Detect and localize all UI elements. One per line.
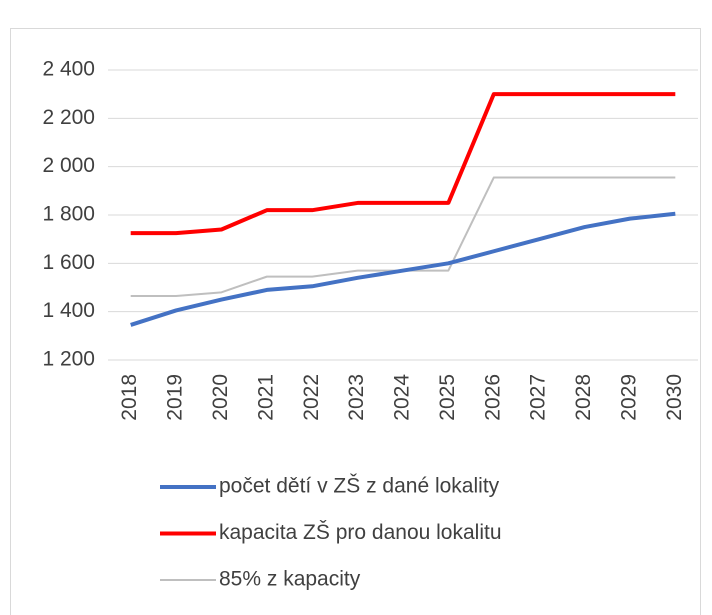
legend-label: počet dětí v ZŠ z dané lokality: [219, 475, 500, 498]
x-tick-label: 2019: [164, 374, 187, 421]
y-tick-label: 2 400: [42, 58, 95, 81]
y-tick-label: 1 600: [42, 251, 95, 274]
y-tick-label: 1 800: [42, 203, 95, 226]
chart-border: [10, 28, 701, 615]
x-tick-label: 2027: [527, 374, 550, 421]
y-tick-label: 2 200: [42, 106, 95, 129]
x-tick-label: 2030: [663, 374, 686, 421]
x-tick-label: 2018: [118, 374, 141, 421]
series-line: [130, 211, 676, 327]
y-tick-label: 2 000: [42, 154, 95, 177]
x-tick-label: 2021: [254, 374, 277, 421]
series-line: [130, 92, 676, 236]
y-tick-label: 1 400: [42, 299, 95, 322]
x-tick-label: 2022: [300, 374, 323, 421]
x-tick-label: 2020: [209, 374, 232, 421]
x-tick-label: 2029: [617, 374, 640, 421]
x-tick-label: 2028: [572, 374, 595, 421]
legend-label: 85% z kapacity: [219, 568, 361, 591]
x-tick-label: 2023: [345, 374, 368, 421]
series-line: [130, 176, 676, 297]
x-tick-label: 2026: [481, 374, 504, 421]
x-tick-label: 2024: [391, 374, 414, 421]
y-tick-label: 1 200: [42, 348, 95, 371]
legend-label: kapacita ZŠ pro danou lokalitu: [219, 521, 502, 544]
x-tick-label: 2025: [436, 374, 459, 421]
